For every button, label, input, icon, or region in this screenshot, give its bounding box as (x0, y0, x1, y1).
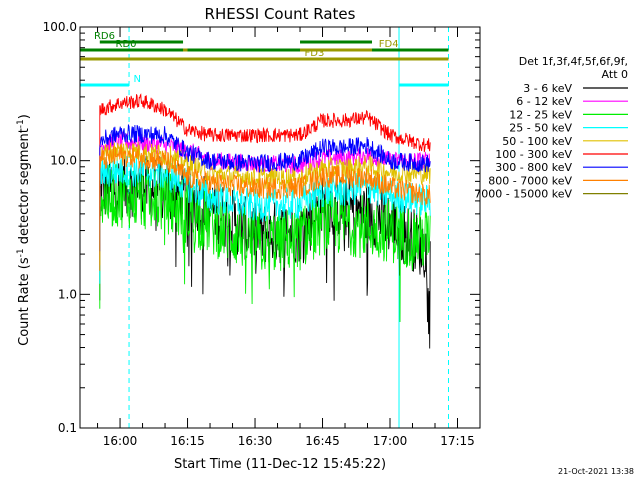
legend-label-7: 800 - 7000 keV (488, 174, 572, 187)
legend-label-0: 3 - 6 keV (523, 82, 572, 95)
state-bar-label-4: RD6 (94, 31, 115, 42)
y-tick-label-1: 1.0 (58, 287, 77, 301)
x-axis-label: Start Time (11-Dec-12 15:45:22) (174, 457, 386, 472)
legend-label-1: 6 - 12 keV (516, 95, 572, 108)
x-tick-label-3: 16:45 (305, 434, 340, 448)
state-bar-label-2: FD4 (379, 39, 399, 50)
series-lines (99, 93, 431, 349)
series-line-4 (99, 142, 431, 266)
y-tick-label-3: 100.0 (43, 20, 77, 34)
legend-label-2: 12 - 25 keV (509, 108, 572, 121)
legend-header-line-0: Det 1f,3f,4f,5f,6f,9f, (519, 55, 628, 68)
y-axis-label: Count Rate (s-1 detector segment-1) (16, 114, 32, 346)
legend-label-3: 25 - 50 keV (509, 122, 572, 135)
y-tick-label-2: 10.0 (50, 154, 77, 168)
state-bar-label-1: FD3 (305, 48, 325, 59)
legend-header-line-1: Att 0 (602, 68, 628, 81)
x-tick-label-2: 16:30 (238, 434, 273, 448)
y-tick-label-0: 0.1 (58, 421, 77, 435)
y-axis-label-sup1: -1 (16, 248, 26, 257)
state-bar-label-3: RD0 (116, 39, 137, 50)
footer-timestamp: 21-Oct-2021 13:38 (558, 467, 634, 476)
x-tick-label-1: 16:15 (170, 434, 205, 448)
legend-label-4: 50 - 100 keV (502, 135, 572, 148)
x-tick-label-5: 17:15 (440, 434, 475, 448)
plot-frame (79, 26, 481, 429)
series-line-5 (99, 93, 431, 220)
legend-label-8: 7000 - 15000 keV (474, 188, 572, 201)
x-tick-label-0: 16:00 (103, 434, 138, 448)
series-line-1 (99, 131, 431, 256)
y-axis-label-main: Count Rate (s (17, 257, 32, 346)
x-tick-label-4: 17:00 (373, 434, 408, 448)
chart-title: RHESSI Count Rates (205, 5, 356, 23)
y-axis-label-sup2: -1 (16, 119, 26, 128)
series-line-6 (99, 124, 431, 252)
axes: 0.1 1.0 10.0 100.0 16:00 16:15 16:30 16:45 17:00… (43, 20, 481, 448)
legend-label-6: 300 - 800 keV (495, 161, 572, 174)
y-axis-label-mid: detector segment (17, 128, 32, 248)
y-axis-label-end: ) (17, 114, 32, 119)
series-line-2 (99, 164, 431, 323)
legend-label-5: 100 - 300 keV (495, 148, 572, 161)
state-bar-label-0: N (134, 74, 141, 85)
series-line-7 (99, 145, 431, 271)
